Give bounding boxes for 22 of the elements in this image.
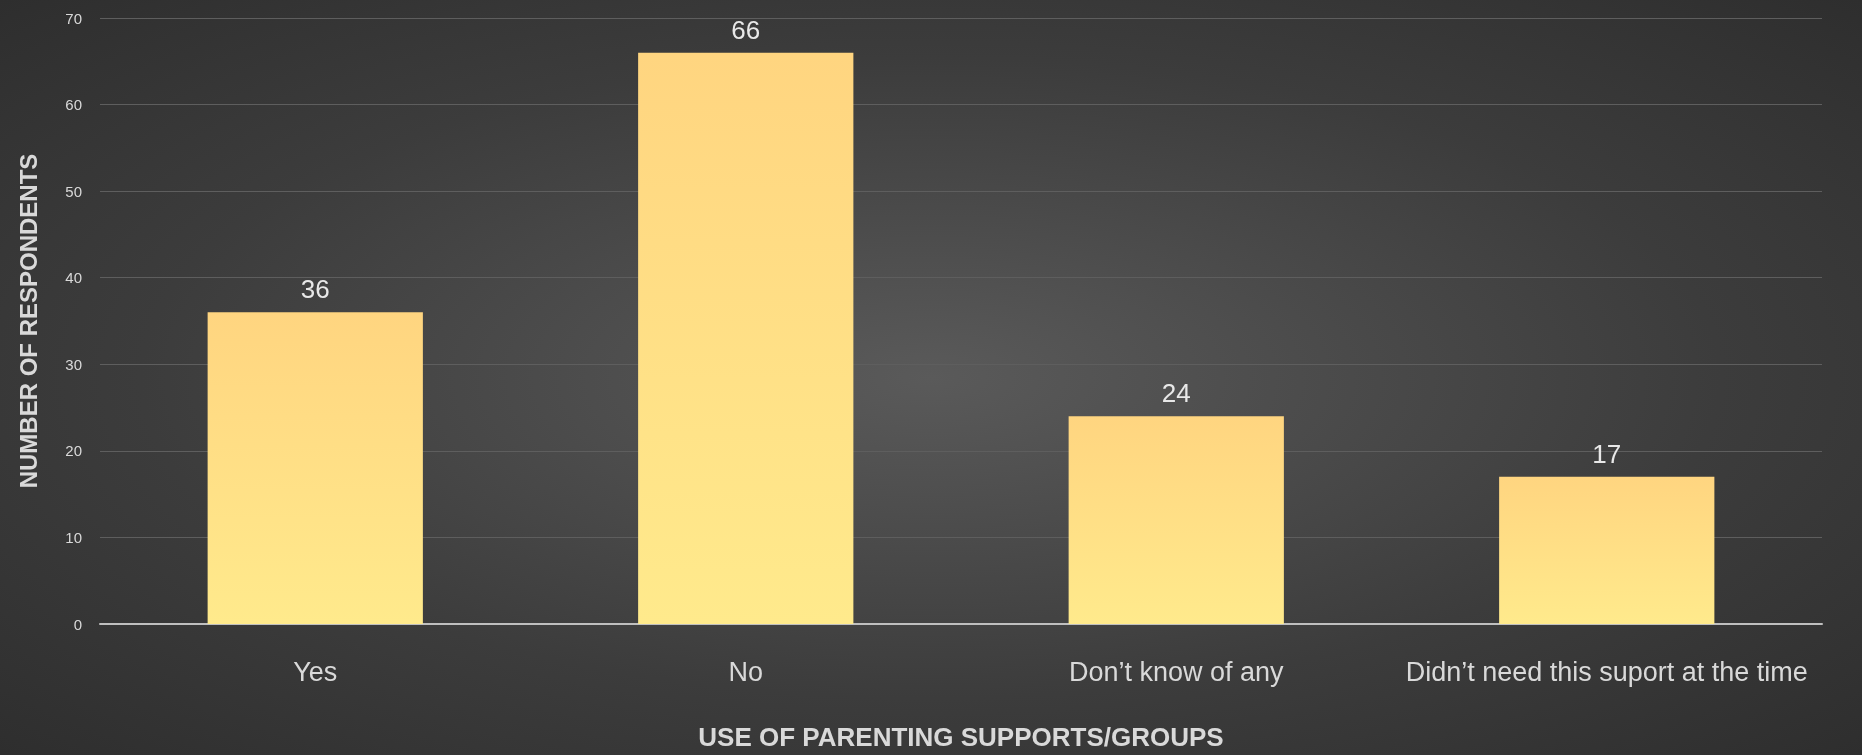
x-tick-label: Yes	[293, 657, 338, 687]
data-label: 17	[1592, 438, 1622, 469]
bar	[207, 312, 423, 624]
y-tick-label: 70	[65, 9, 82, 27]
bar	[1499, 476, 1715, 624]
y-axis-title: NUMBER OF RESPONDENTS	[14, 153, 42, 489]
y-tick-label: 30	[65, 355, 82, 373]
x-tick-label: Didn’t need this suport at the time	[1405, 657, 1808, 687]
bar	[1068, 416, 1284, 624]
y-tick-label: 60	[65, 96, 82, 114]
y-tick-label: 50	[65, 182, 82, 200]
data-label: 36	[300, 274, 330, 305]
y-tick-label: 0	[73, 615, 82, 633]
y-tick-label: 20	[65, 442, 82, 460]
x-tick-label: No	[728, 657, 764, 687]
data-label: 24	[1161, 378, 1191, 409]
x-axis-title: USE OF PARENTING SUPPORTS/GROUPS	[698, 722, 1224, 752]
y-tick-label: 40	[65, 269, 82, 287]
data-label: 66	[731, 14, 761, 45]
y-tick-label: 10	[65, 528, 82, 546]
bar	[638, 52, 854, 624]
x-tick-label: Don’t know of any	[1068, 657, 1285, 687]
